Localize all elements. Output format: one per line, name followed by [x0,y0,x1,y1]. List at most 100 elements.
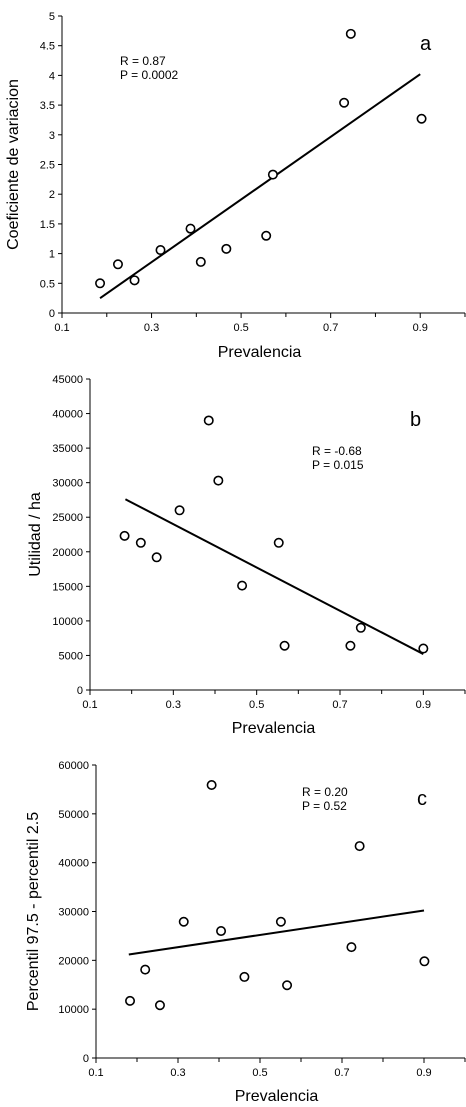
data-point [178,916,189,927]
r-annotation: R = 0.87 [120,54,166,68]
x-tick-label: 0.3 [144,322,159,334]
chart-panel-a: 0 0.5 1 1.5 2 2.5 3 3.5 4 4.5 5 0.1 0.3 0.5 0.7 0.9 Prev… [5,11,466,361]
data-point [273,537,284,548]
y-tick-label: 60000 [58,760,89,772]
data-point [174,505,185,516]
data-point [213,475,224,486]
x-tick-label: 0.5 [252,1067,267,1079]
data-point [279,640,290,651]
data-point [151,552,162,563]
data-point [419,956,430,967]
panel-letter: b [410,409,421,431]
data-point [216,926,227,937]
p-annotation: P = 0.0002 [120,68,178,82]
chart-panel-b: 0 5000 10000 15000 20000 25000 30000 35000 40000… [27,374,466,737]
y-tick-label: 2.5 [40,160,55,172]
y-tick-label: 5 [49,11,55,23]
data-point [206,780,217,791]
r-annotation: R = 0.20 [302,785,348,799]
data-point [418,643,429,654]
trend-line [128,909,425,956]
x-tick-label: 0.9 [413,322,428,334]
y-tick-label: 2 [49,189,55,201]
data-point [155,245,166,256]
y-tick-label: 3 [49,130,55,142]
data-point [339,97,350,108]
y-tick-label: 25000 [52,512,83,524]
data-point [185,223,196,234]
x-axis-title: Prevalencia [218,344,302,361]
x-tick-label: 0.5 [249,699,264,711]
x-tick-label: 0.7 [332,699,347,711]
y-axis-title: Percentil 97.5 - percentil 2.5 [25,812,42,1011]
x-axis-title: Prevalencia [232,720,316,737]
data-point [95,278,106,289]
x-tick-label: 0.1 [88,1067,103,1079]
p-annotation: P = 0.015 [312,458,364,472]
data-point [239,971,250,982]
trend-line [124,498,424,655]
data-point [119,530,130,541]
x-tick-label: 0.1 [54,322,69,334]
y-tick-label: 4.5 [40,41,55,53]
y-tick-label: 40000 [58,858,89,870]
y-tick-label: 3.5 [40,100,55,112]
y-tick-label: 45000 [52,374,83,386]
data-point [261,230,272,241]
data-point [203,415,214,426]
data-point [129,275,140,286]
data-point [416,113,427,124]
x-tick-label: 0.5 [233,322,248,334]
y-tick-label: 40000 [52,409,83,421]
data-point [195,256,206,267]
data-point [135,537,146,548]
data-point [345,640,356,651]
data-point [282,980,293,991]
data-point [345,28,356,39]
x-tick-label: 0.3 [166,699,181,711]
data-point [275,916,286,927]
y-tick-label: 0.5 [40,278,55,290]
x-tick-label: 0.1 [82,699,97,711]
x-tick-label: 0.3 [170,1067,185,1079]
y-tick-label: 0 [83,1053,89,1065]
data-point [355,622,366,633]
y-tick-label: 50000 [58,809,89,821]
y-tick-label: 15000 [52,581,83,593]
y-tick-label: 0 [49,308,55,320]
data-point [267,169,278,180]
x-tick-label: 0.9 [416,1067,431,1079]
data-point [237,580,248,591]
y-tick-label: 10000 [58,1004,89,1016]
trend-line [99,73,421,299]
data-point [112,259,123,270]
y-axis-title: Utilidad / ha [27,492,44,577]
p-annotation: P = 0.52 [302,799,347,813]
r-annotation: R = -0.68 [312,444,362,458]
panel-letter: c [417,788,427,810]
y-tick-label: 1.5 [40,219,55,231]
data-point [221,243,232,254]
y-tick-label: 30000 [58,907,89,919]
y-tick-label: 5000 [59,650,83,662]
y-tick-label: 30000 [52,478,83,490]
data-point [140,964,151,975]
x-tick-label: 0.7 [334,1067,349,1079]
x-tick-label: 0.9 [416,699,431,711]
x-tick-label: 0.7 [323,322,338,334]
y-tick-label: 4 [49,70,55,82]
y-tick-label: 0 [77,685,83,697]
data-point [125,995,136,1006]
panel-letter: a [420,33,432,55]
data-point [154,1000,165,1011]
data-point [354,841,365,852]
chart-panel-c: 0 10000 20000 30000 40000 50000 60000 0.1 0.3 0.5… [25,760,466,1105]
y-tick-label: 20000 [58,955,89,967]
x-axis-title: Prevalencia [235,1088,319,1105]
data-point [346,942,357,953]
y-tick-label: 1 [49,249,55,261]
y-tick-label: 10000 [52,616,83,628]
y-tick-label: 35000 [52,443,83,455]
y-tick-label: 20000 [52,547,83,559]
